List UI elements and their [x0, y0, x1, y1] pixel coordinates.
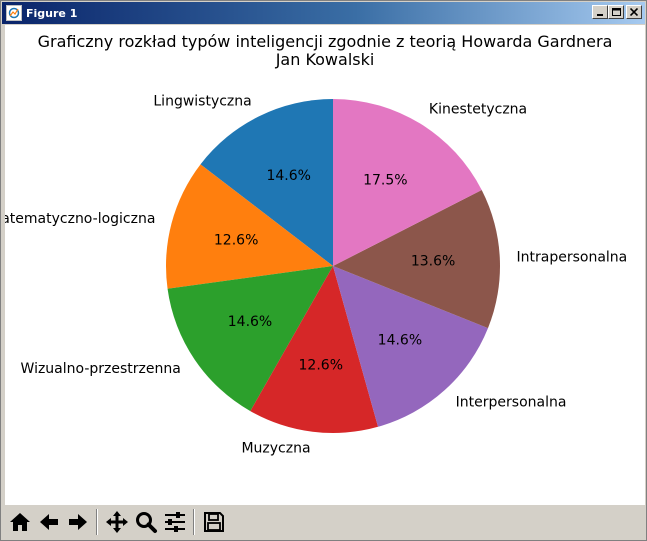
pie-category-label: Matematyczno-logiczna — [5, 211, 155, 227]
pie-percent-label: 17.5% — [363, 173, 407, 189]
pie-percent-label: 14.6% — [228, 314, 272, 330]
forward-button[interactable] — [64, 508, 92, 536]
pie-percent-label: 13.6% — [411, 253, 455, 269]
chart-title: Graficzny rozkład typów inteligencji zgo… — [38, 32, 613, 51]
pie-slices — [165, 99, 500, 433]
pie-category-label: Lingwistyczna — [153, 93, 251, 109]
save-button[interactable] — [200, 508, 228, 536]
pie-chart: Graficzny rozkład typów inteligencji zgo… — [0, 32, 628, 456]
back-icon — [40, 514, 58, 530]
pie-slice-muzyczna — [250, 266, 379, 433]
close-icon — [630, 8, 638, 16]
figure-canvas[interactable]: Graficzny rozkład typów inteligencji zgo… — [0, 25, 645, 505]
pie-percent-label: 14.6% — [266, 168, 310, 184]
pie-category-label: Muzyczna — [241, 440, 310, 456]
configure-subplots-button[interactable] — [161, 508, 189, 536]
pie-percent-label: 14.6% — [378, 333, 422, 349]
pie-percent-label: 12.6% — [299, 357, 343, 373]
pie-slice-lingwistyczna — [200, 99, 333, 266]
maximize-button[interactable] — [608, 5, 624, 19]
pan-button[interactable] — [103, 508, 131, 536]
pie-slice-kinestetyczna — [333, 99, 482, 266]
pie-labels: 14.6% Lingwistyczna 12.6% Matematyczno-logi… — [0, 93, 628, 456]
configure-subplots-icon — [165, 512, 185, 532]
pie-slice-interpersonalna — [333, 266, 488, 427]
pie-category-label: Kinestetyczna — [429, 101, 527, 117]
save-icon — [204, 512, 224, 532]
chart-subtitle: Jan Kowalski — [275, 50, 375, 69]
window-title: Figure 1 — [26, 6, 78, 20]
pie-slice-intrapersonalna — [333, 190, 500, 329]
home-icon — [10, 513, 30, 531]
pie-category-label: Interpersonalna — [456, 395, 567, 411]
navigation-toolbar — [5, 506, 645, 538]
minimize-button[interactable] — [592, 5, 608, 19]
forward-icon — [69, 514, 87, 530]
window-controls — [592, 5, 642, 19]
pan-icon — [106, 511, 128, 533]
pie-category-label: Wizualno-przestrzenna — [21, 361, 181, 377]
minimize-icon — [597, 14, 603, 16]
back-button[interactable] — [35, 508, 63, 536]
close-button[interactable] — [626, 5, 642, 19]
toolbar-separator — [96, 509, 98, 535]
toolbar-separator — [193, 509, 195, 535]
pie-percent-label: 12.6% — [214, 232, 258, 248]
figure-app-icon — [6, 5, 22, 21]
zoom-button[interactable] — [132, 508, 160, 536]
zoom-icon — [136, 512, 157, 533]
maximize-icon — [611, 8, 621, 16]
pie-category-label: Intrapersonalna — [517, 250, 628, 266]
pie-slice-matematyczno-logiczna — [165, 164, 333, 289]
home-button[interactable] — [6, 508, 34, 536]
title-bar[interactable]: Figure 1 — [2, 2, 645, 24]
pie-slice-wizualno-przestrzenna — [167, 266, 333, 412]
